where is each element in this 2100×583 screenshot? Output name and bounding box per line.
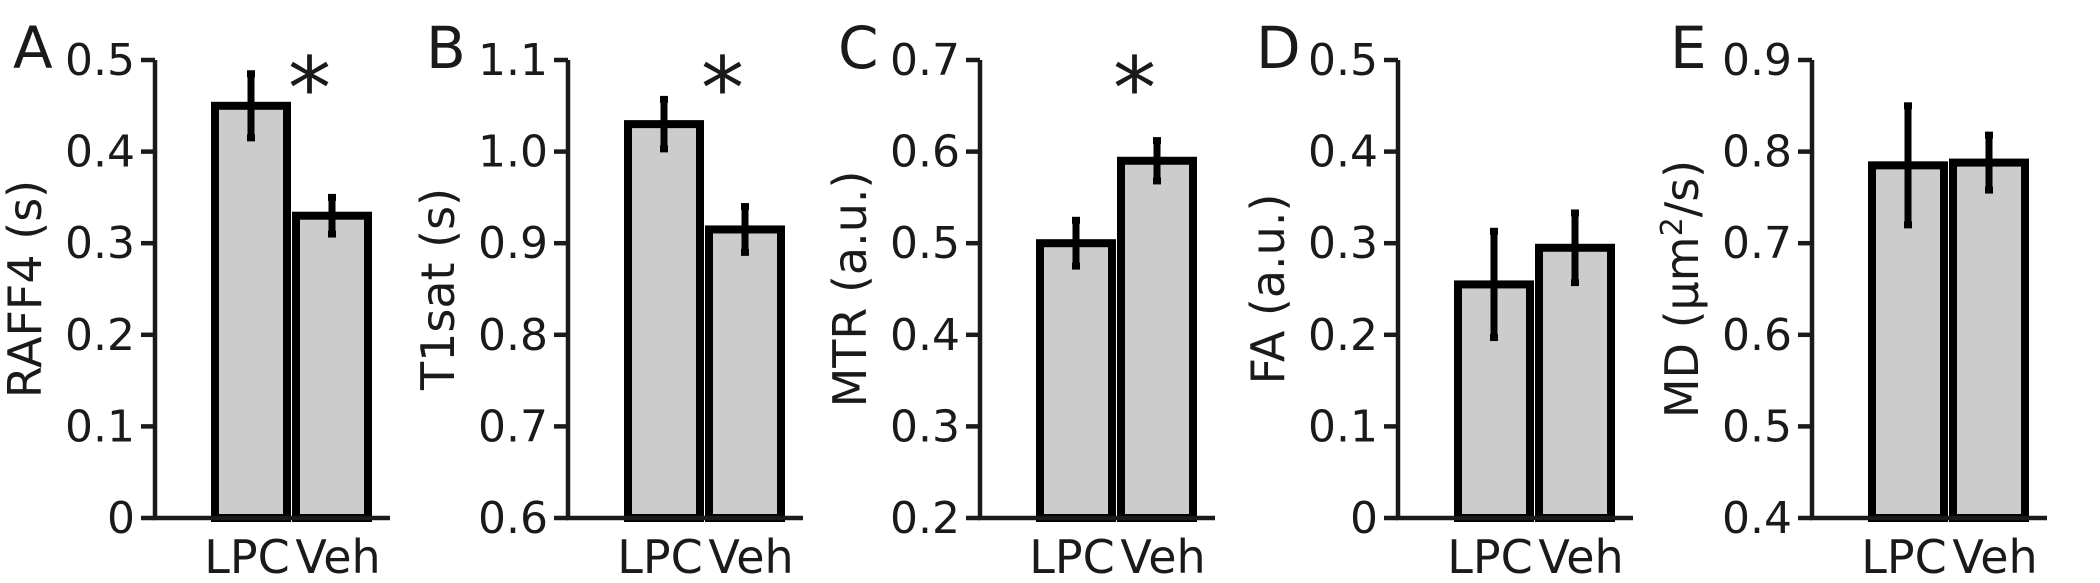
y-tick-label: 0.8 — [478, 310, 548, 361]
panel-e: E MD (µm2/s) LPC Veh 0.4 0.5 0.6 0.7 0.8 0.9 — [1655, 14, 2047, 583]
y-tick-label: 0.9 — [478, 218, 548, 269]
panel-letter: C — [838, 14, 879, 82]
bar-veh — [705, 225, 785, 523]
y-tick-label: 0.9 — [1722, 35, 1792, 86]
panel-letter: D — [1256, 14, 1301, 82]
y-axis-label-part: MD (µm — [1655, 236, 1709, 418]
x-tick-label: Veh — [708, 530, 793, 583]
y-axis-label: MD (µm2/s) — [1655, 160, 1709, 418]
bar-lpc — [211, 101, 291, 523]
y-axis-label: T1sat (s) — [411, 188, 465, 391]
significance-marker: * — [701, 39, 744, 139]
y-tick-label: 0.1 — [65, 401, 135, 452]
panel-b: B T1sat (s) LPC Veh 0.6 0.7 0.8 0.9 1.0 1.1 * — [411, 14, 803, 583]
y-tick-label: 0.5 — [65, 35, 135, 86]
x-tick-label: Veh — [1538, 530, 1623, 583]
y-tick-label: 0.5 — [1722, 401, 1792, 452]
bar-lpc — [624, 120, 704, 523]
x-tick-label: Veh — [1952, 530, 2037, 583]
x-tick-label: LPC — [1029, 530, 1115, 583]
y-tick-label: 0.2 — [1308, 310, 1378, 361]
panel-a: A RAFF4 (s) LPC Veh 0 0.1 0.2 0.3 0.4 0.5 * — [0, 14, 390, 583]
bar-lpc — [1036, 239, 1116, 522]
panel-d: D FA (a.u.) LPC Veh 0 0.1 0.2 0.3 0.4 0.5 — [1241, 14, 1633, 583]
y-tick-label: 0.5 — [1308, 35, 1378, 86]
x-tick-label: LPC — [1447, 530, 1533, 583]
y-tick-label: 0.7 — [478, 401, 548, 452]
y-tick-label: 0.4 — [1722, 493, 1792, 544]
bar-veh — [1117, 156, 1197, 522]
x-tick-label: LPC — [1861, 530, 1947, 583]
panel-letter: B — [426, 14, 466, 82]
y-axis-label: MTR (a.u.) — [823, 171, 877, 408]
x-tick-label: LPC — [617, 530, 703, 583]
y-tick-label: 1.0 — [478, 127, 548, 178]
y-tick-label: 0 — [107, 493, 135, 544]
y-tick-label: 0.5 — [890, 218, 960, 269]
y-tick-label: 0.7 — [890, 35, 960, 86]
y-axis-label: RAFF4 (s) — [0, 180, 52, 398]
significance-marker: * — [288, 39, 331, 139]
x-tick-label: Veh — [295, 530, 380, 583]
y-tick-label: 0.2 — [65, 310, 135, 361]
y-axis-label: FA (a.u.) — [1241, 194, 1295, 385]
y-axis-label-superscript: 2 — [1655, 217, 1690, 236]
x-tick-label: Veh — [1120, 530, 1205, 583]
y-tick-label: 0.7 — [1722, 218, 1792, 269]
y-axis-label-part: /s) — [1655, 160, 1709, 217]
y-tick-label: 0 — [1350, 493, 1378, 544]
significance-marker: * — [1113, 39, 1156, 139]
y-tick-label: 1.1 — [478, 35, 548, 86]
bar-veh — [292, 211, 372, 522]
y-tick-label: 0.1 — [1308, 401, 1378, 452]
y-tick-label: 0.4 — [1308, 127, 1378, 178]
x-tick-label: LPC — [204, 530, 290, 583]
bar-veh — [1949, 158, 2029, 522]
panel-letter: A — [13, 14, 53, 82]
y-tick-label: 0.3 — [65, 218, 135, 269]
y-tick-label: 0.3 — [1308, 218, 1378, 269]
y-tick-label: 0.4 — [65, 127, 135, 178]
y-tick-label: 0.2 — [890, 493, 960, 544]
y-tick-label: 0.8 — [1722, 127, 1792, 178]
y-tick-label: 0.6 — [1722, 310, 1792, 361]
panel-c: C MTR (a.u.) LPC Veh 0.2 0.3 0.4 0.5 0.6 0.7 * — [823, 14, 1215, 583]
y-tick-label: 0.6 — [478, 493, 548, 544]
y-tick-label: 0.6 — [890, 127, 960, 178]
y-tick-label: 0.3 — [890, 401, 960, 452]
bar-veh — [1535, 243, 1615, 522]
y-tick-label: 0.4 — [890, 310, 960, 361]
panel-letter: E — [1670, 14, 1707, 82]
